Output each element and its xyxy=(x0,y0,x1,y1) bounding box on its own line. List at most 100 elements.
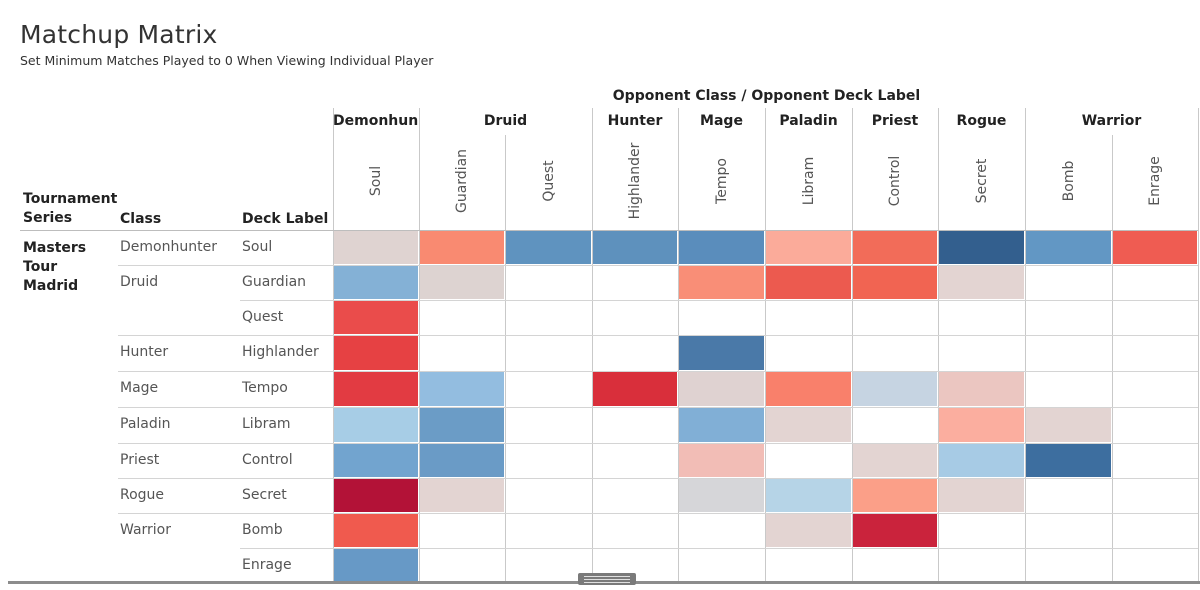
cell-bomb-vs-control[interactable] xyxy=(853,514,937,547)
cell-soul-vs-bomb[interactable] xyxy=(1026,231,1111,264)
cell-tempo-vs-secret[interactable] xyxy=(939,372,1024,406)
cell-soul-vs-soul[interactable] xyxy=(334,231,418,264)
row-deck-bomb: Bomb xyxy=(242,521,283,538)
row-deck-quest: Quest xyxy=(242,308,284,325)
row-deck-enrage: Enrage xyxy=(242,556,292,573)
cell-tempo-vs-guardian[interactable] xyxy=(420,372,504,406)
grid-hline xyxy=(118,407,1198,408)
chart-title: Matchup Matrix xyxy=(20,20,218,49)
cell-secret-vs-tempo[interactable] xyxy=(679,479,764,512)
row-class-rogue: Rogue xyxy=(120,486,165,503)
col-class-hunter: Hunter xyxy=(607,113,663,129)
resize-handle[interactable] xyxy=(578,573,636,585)
cell-soul-vs-quest[interactable] xyxy=(506,231,591,264)
cell-libram-vs-tempo[interactable] xyxy=(679,408,764,442)
grid-vline xyxy=(592,108,593,583)
series-label: Masters Tour Madrid xyxy=(23,240,87,294)
cell-secret-vs-secret[interactable] xyxy=(939,479,1024,512)
col-class-paladin: Paladin xyxy=(779,113,838,129)
cell-secret-vs-libram[interactable] xyxy=(766,479,851,512)
row-deck-highlander: Highlander xyxy=(242,344,319,360)
cell-control-vs-secret[interactable] xyxy=(939,444,1024,477)
cell-soul-vs-highlander[interactable] xyxy=(593,231,677,264)
cell-tempo-vs-highlander[interactable] xyxy=(593,372,677,406)
cell-highlander-vs-soul[interactable] xyxy=(334,336,418,370)
row-class-priest: Priest xyxy=(120,451,160,468)
row-deck-control: Control xyxy=(242,451,293,468)
col-class-demonhun: Demonhun.. xyxy=(333,113,419,129)
cell-soul-vs-enrage[interactable] xyxy=(1113,231,1197,264)
grid-vline xyxy=(1112,135,1113,583)
row-class-demonhunter: Demonhunter xyxy=(120,238,217,255)
cell-highlander-vs-tempo[interactable] xyxy=(679,336,764,370)
row-class-warrior: Warrior xyxy=(120,521,172,538)
grid-vline xyxy=(333,108,334,583)
cell-secret-vs-soul[interactable] xyxy=(334,479,418,512)
cell-guardian-vs-control[interactable] xyxy=(853,266,937,299)
column-super-header: Opponent Class / Opponent Deck Label xyxy=(612,88,921,104)
cell-tempo-vs-tempo[interactable] xyxy=(679,372,764,406)
row-header-tournament-series: Tournament Series xyxy=(23,191,118,226)
grid-hline xyxy=(240,300,1198,301)
cell-secret-vs-control[interactable] xyxy=(853,479,937,512)
grid-hline xyxy=(240,548,1198,549)
row-deck-guardian: Guardian xyxy=(242,273,307,290)
chart-subtitle: Set Minimum Matches Played to 0 When Vie… xyxy=(20,53,434,68)
cell-bomb-vs-libram[interactable] xyxy=(766,514,851,547)
cell-secret-vs-guardian[interactable] xyxy=(420,479,504,512)
cell-tempo-vs-libram[interactable] xyxy=(766,372,851,406)
col-class-druid: Druid xyxy=(483,113,528,129)
row-header-class: Class xyxy=(120,211,162,227)
col-class-priest: Priest xyxy=(871,113,919,129)
grid-hline xyxy=(118,265,1198,266)
grid-hline xyxy=(118,371,1198,372)
cell-guardian-vs-libram[interactable] xyxy=(766,266,851,299)
cell-tempo-vs-soul[interactable] xyxy=(334,372,418,406)
row-deck-secret: Secret xyxy=(242,486,287,503)
grid-vline xyxy=(678,108,679,583)
cell-guardian-vs-guardian[interactable] xyxy=(420,266,504,299)
col-class-rogue: Rogue xyxy=(956,113,1007,129)
cell-control-vs-guardian[interactable] xyxy=(420,444,504,477)
header-bottom-line xyxy=(20,230,1198,231)
grid-vline xyxy=(505,135,506,583)
cell-quest-vs-soul[interactable] xyxy=(334,301,418,334)
cell-tempo-vs-control[interactable] xyxy=(853,372,937,406)
grid-vline xyxy=(419,108,420,583)
cell-guardian-vs-tempo[interactable] xyxy=(679,266,764,299)
cell-guardian-vs-secret[interactable] xyxy=(939,266,1024,299)
cell-control-vs-soul[interactable] xyxy=(334,444,418,477)
cell-bomb-vs-soul[interactable] xyxy=(334,514,418,547)
cell-soul-vs-control[interactable] xyxy=(853,231,937,264)
grid-vline xyxy=(938,108,939,583)
cell-libram-vs-libram[interactable] xyxy=(766,408,851,442)
row-deck-tempo: Tempo xyxy=(242,380,288,396)
cell-soul-vs-libram[interactable] xyxy=(766,231,851,264)
col-class-warrior: Warrior xyxy=(1081,113,1142,129)
cell-guardian-vs-soul[interactable] xyxy=(334,266,418,299)
row-header-deck-label: Deck Label xyxy=(242,211,329,227)
cell-libram-vs-guardian[interactable] xyxy=(420,408,504,442)
cell-enrage-vs-soul[interactable] xyxy=(334,549,418,582)
cell-libram-vs-soul[interactable] xyxy=(334,408,418,442)
cell-control-vs-bomb[interactable] xyxy=(1026,444,1111,477)
cell-libram-vs-bomb[interactable] xyxy=(1026,408,1111,442)
grid-hline xyxy=(118,443,1198,444)
cell-control-vs-control[interactable] xyxy=(853,444,937,477)
grid-hline xyxy=(118,335,1198,336)
cell-soul-vs-tempo[interactable] xyxy=(679,231,764,264)
cell-soul-vs-guardian[interactable] xyxy=(420,231,504,264)
row-class-paladin: Paladin xyxy=(120,416,171,432)
cell-libram-vs-secret[interactable] xyxy=(939,408,1024,442)
row-class-hunter: Hunter xyxy=(120,344,169,360)
row-deck-libram: Libram xyxy=(242,416,291,432)
grid-vline xyxy=(852,108,853,583)
grid-hline xyxy=(118,478,1198,479)
cell-control-vs-tempo[interactable] xyxy=(679,444,764,477)
grid-hline xyxy=(118,513,1198,514)
grid-vline xyxy=(765,108,766,583)
col-class-mage: Mage xyxy=(700,113,743,129)
row-class-druid: Druid xyxy=(120,273,159,290)
cell-soul-vs-secret[interactable] xyxy=(939,231,1024,264)
